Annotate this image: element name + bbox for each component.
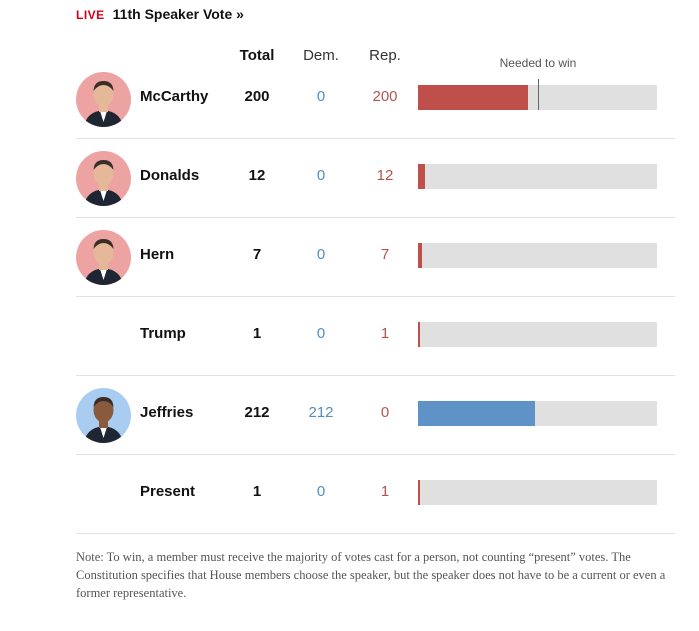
bar-track xyxy=(418,243,657,268)
candidate-row-jeffries: Jeffries 212 212 0 xyxy=(76,375,675,455)
vote-count-dem: 0 xyxy=(316,167,326,184)
avatar-donalds xyxy=(76,151,131,206)
vote-count-rep: 0 xyxy=(380,404,390,421)
vote-count-rep: 12 xyxy=(376,167,394,184)
vote-bar-present xyxy=(418,480,420,505)
vote-count-total: 212 xyxy=(244,404,270,421)
avatar-jeffries xyxy=(76,388,131,443)
candidate-name: Jeffries xyxy=(140,404,194,421)
vote-count-rep: 7 xyxy=(380,246,390,263)
avatar-mccarthy xyxy=(76,72,131,127)
candidate-name: Hern xyxy=(140,246,175,263)
vote-bar-donalds xyxy=(418,164,425,189)
vote-count-rep: 1 xyxy=(380,325,390,342)
vote-count-dem: 0 xyxy=(316,325,326,342)
vote-bar-trump xyxy=(418,322,420,347)
vote-count-total: 1 xyxy=(252,483,262,500)
vote-count-dem: 0 xyxy=(316,246,326,263)
live-badge: LIVE xyxy=(76,8,105,22)
candidate-row-present: Present 1 0 1 xyxy=(76,454,675,534)
vote-count-total: 12 xyxy=(248,167,266,184)
candidate-name: Trump xyxy=(140,325,186,342)
candidate-row-hern: Hern 7 0 7 xyxy=(76,217,675,297)
vote-count-dem: 0 xyxy=(316,88,326,105)
bar-track xyxy=(418,322,657,347)
bar-track xyxy=(418,480,657,505)
footnote: Note: To win, a member must receive the … xyxy=(76,550,666,600)
candidate-row-mccarthy: McCarthy 200 0 200 xyxy=(76,59,675,139)
vote-count-dem: 212 xyxy=(308,404,334,421)
vote-count-total: 1 xyxy=(252,325,262,342)
vote-bar-mccarthy xyxy=(418,85,528,110)
needed-to-win-marker xyxy=(538,79,539,110)
bar-track xyxy=(418,401,657,426)
vote-count-total: 7 xyxy=(252,246,262,263)
vote-count-rep: 1 xyxy=(380,483,390,500)
candidate-row-donalds: Donalds 12 0 12 xyxy=(76,138,675,218)
candidate-row-trump: Trump 1 0 1 xyxy=(76,296,675,376)
column-header-dem: Dem. xyxy=(303,47,339,64)
chart-header: LIVE 11th Speaker Vote » xyxy=(76,6,244,26)
column-header-total: Total xyxy=(239,47,275,64)
vote-count-dem: 0 xyxy=(316,483,326,500)
column-header-rep: Rep. xyxy=(369,47,401,64)
vote-count-total: 200 xyxy=(244,88,270,105)
candidate-name: McCarthy xyxy=(140,88,209,105)
avatar-hern xyxy=(76,230,131,285)
candidate-name: Present xyxy=(140,483,196,500)
bar-track xyxy=(418,164,657,189)
vote-bar-jeffries xyxy=(418,401,535,426)
vote-count-rep: 200 xyxy=(372,88,398,105)
chart-title-link[interactable]: 11th Speaker Vote » xyxy=(112,6,244,22)
vote-bar-hern xyxy=(418,243,422,268)
bar-track xyxy=(418,79,657,110)
needed-to-win-label: Needed to win xyxy=(499,56,577,70)
candidate-name: Donalds xyxy=(140,167,200,184)
